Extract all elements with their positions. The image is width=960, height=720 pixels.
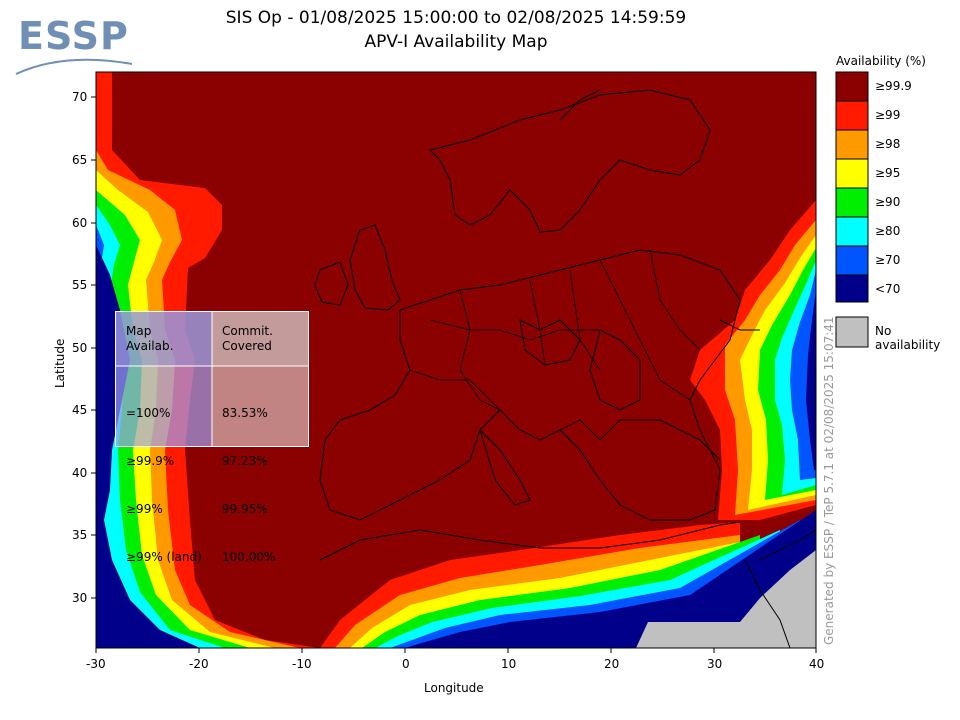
map-title-period: SIS Op - 01/08/2025 15:00:00 to 02/08/20… <box>225 8 687 28</box>
table-row-covered: 97.23% <box>222 454 268 468</box>
west-band-95 <box>96 170 275 648</box>
y-tick-label: 35 <box>72 528 88 542</box>
legend-swatch-95 <box>835 158 869 189</box>
table-row-map: ≥99% <box>126 502 163 516</box>
legend-label-no-availability: No availability <box>875 324 941 352</box>
table-col2-values: 83.53% 97.23% 99.95% 100.00% <box>222 373 275 597</box>
no-availability-region <box>636 550 816 648</box>
generated-by-text: Generated by ESSP / TeP 5.7.1 at 02/08/2… <box>822 316 836 645</box>
y-tick-label: 30 <box>72 591 88 605</box>
x-tick-label: 10 <box>501 657 517 671</box>
y-axis-label: Latitude <box>53 338 67 388</box>
x-tick-label: -20 <box>189 657 209 671</box>
coastlines <box>314 89 817 649</box>
x-tick-label: 30 <box>707 657 723 671</box>
x-tick-label: -10 <box>292 657 312 671</box>
y-tick-marks <box>91 96 96 599</box>
legend-label: ≥95 <box>875 166 901 180</box>
y-tick-label: 70 <box>72 90 88 104</box>
legend-swatches <box>835 71 869 348</box>
y-tick-label: 45 <box>72 403 88 417</box>
table-header-col1-text: Map Availab. <box>126 324 174 353</box>
table-row-covered: 99.95% <box>222 502 268 516</box>
y-tick-label: 40 <box>72 466 88 480</box>
table-row-map: ≥99.9% <box>126 454 175 468</box>
x-tick-label: 0 <box>402 657 410 671</box>
x-tick-label: 40 <box>809 657 825 671</box>
legend-swatch-no-availability <box>835 316 869 348</box>
legend-swatch-99 <box>835 100 869 131</box>
table-row-map: ≥99% (land) <box>126 550 202 564</box>
legend-label: <70 <box>875 282 901 296</box>
legend-swatch-90 <box>835 187 869 218</box>
essp-logo: ESSP <box>14 14 134 84</box>
east-band-below70 <box>806 290 816 470</box>
map-title: APV-I Availability Map <box>364 32 548 52</box>
y-tick-label: 55 <box>72 278 88 292</box>
legend-swatch-99.9 <box>835 71 869 102</box>
legend-swatch-70 <box>835 245 869 276</box>
legend-title: Availability (%) <box>836 54 926 68</box>
legend-label: ≥99.9 <box>875 79 912 93</box>
legend-label: ≥80 <box>875 224 901 238</box>
plot-frame <box>95 71 817 649</box>
x-tick-marks <box>95 648 817 653</box>
legend-swatch-80 <box>835 216 869 247</box>
coverage-table-bg <box>116 312 308 446</box>
coverage-table: Map Availab. Commit. Covered =100% ≥99.9… <box>115 311 309 564</box>
logo-arc <box>15 58 133 75</box>
table-header-col2-text: Commit. Covered <box>222 324 273 353</box>
legend-swatch-98 <box>835 129 869 160</box>
legend-label: ≥99 <box>875 108 901 122</box>
y-tick-label: 65 <box>72 153 88 167</box>
table-header-col1: Map Availab. <box>126 324 173 354</box>
table-row-covered: 100.00% <box>222 550 276 564</box>
legend-label: ≥70 <box>875 253 901 267</box>
y-tick-label: 50 <box>72 341 88 355</box>
y-tick-label: 60 <box>72 216 88 230</box>
table-col1-values: =100% ≥99.9% ≥99% ≥99% (land) <box>126 373 202 597</box>
logo-text: ESSP <box>18 14 129 58</box>
west-band-90 <box>96 190 250 648</box>
legend-swatch-below70 <box>835 274 869 303</box>
table-header-col2: Commit. Covered <box>222 324 273 354</box>
legend-label: ≥90 <box>875 195 901 209</box>
table-row-map: =100% <box>126 406 171 420</box>
legend-label: ≥98 <box>875 137 901 151</box>
x-axis-label: Longitude <box>424 681 484 695</box>
x-tick-label: 20 <box>604 657 620 671</box>
table-row-covered: 83.53% <box>222 406 268 420</box>
x-tick-label: -30 <box>86 657 106 671</box>
south-band-below70 <box>405 510 816 648</box>
country-borders <box>409 249 701 441</box>
